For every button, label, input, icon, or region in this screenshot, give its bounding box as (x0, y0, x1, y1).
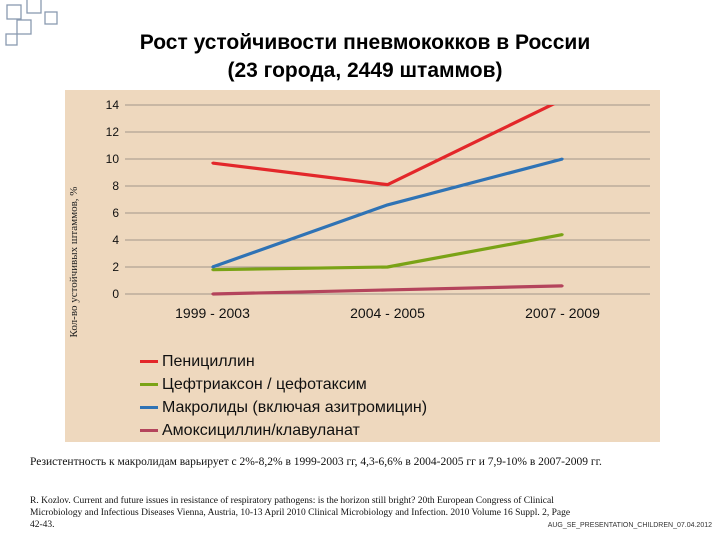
legend-label-ceftriaxone: Цефтриаксон / цефотаксим (162, 375, 367, 393)
legend-swatch-ceftriaxone (140, 383, 158, 386)
chart-title: Рост устойчивости пневмококков в России (139, 31, 591, 54)
legend-item-penicillin: Пенициллин (140, 350, 427, 373)
legend-swatch-penicillin (140, 360, 158, 363)
series-1-point-1 (386, 265, 389, 269)
legend-item-macrolides: Макролиды (включая азитромицин) (140, 396, 427, 419)
y-tick-label-2: 2 (112, 260, 119, 274)
y-tick-label-0: 0 (112, 287, 119, 301)
series-1-point-0 (211, 268, 214, 271)
series-2-point-0 (211, 265, 214, 269)
reference-line-3: 42-43. (30, 520, 55, 530)
plot-area: 0 2 4 6 8 10 12 14 1999 - 2003 2004 - 2005 2007 -… (65, 90, 660, 442)
decorative-squares (5, 0, 58, 46)
legend-swatch-amoxicillin (140, 429, 158, 432)
series-1-point-2 (561, 233, 564, 236)
y-tick-label-14: 14 (106, 98, 120, 112)
reference-line-2: Microbiology and Infectious Diseases Vie… (30, 508, 571, 518)
series-0-point-1 (386, 183, 389, 186)
reference: R. Kozlov. Current and future issues in … (30, 495, 710, 531)
legend-label-amoxicillin: Амоксициллин/клавуланат (162, 421, 360, 439)
chart-subtitle: (23 города, 2449 штаммов) (227, 59, 503, 82)
reference-line-1: R. Kozlov. Current and future issues in … (30, 496, 554, 506)
legend-label-macrolides: Макролиды (включая азитромицин) (162, 398, 428, 416)
legend: Пенициллин Цефтриаксон / цефотаксим Макр… (140, 350, 427, 442)
resistance-note: Резистентность к макролидам варьирует с … (30, 456, 602, 468)
series-3-point-0 (211, 292, 214, 296)
legend-item-ceftriaxone: Цефтриаксон / цефотаксим (140, 373, 427, 396)
x-tick-label-0: 1999 - 2003 (175, 305, 250, 321)
series-0-point-0 (211, 161, 214, 165)
series-3-point-1 (386, 288, 389, 292)
legend-label-penicillin: Пенициллин (162, 352, 255, 370)
series-2-point-1 (386, 203, 389, 207)
footer-tag: AUG_SE_PRESENTATION_CHILDREN_07.04.2012 (547, 522, 712, 529)
legend-swatch-macrolides (140, 406, 158, 409)
y-tick-label-4: 4 (112, 233, 119, 247)
series-2-point-2 (561, 157, 564, 161)
series-0-point-2 (561, 98, 563, 100)
y-tick-label-12: 12 (106, 125, 120, 139)
y-tick-label-6: 6 (112, 206, 119, 220)
chart-canvas: 0 2 4 6 8 10 12 14 1999 - 2003 2004 - 2005 2007 -… (106, 98, 650, 321)
y-tick-label-8: 8 (112, 179, 119, 193)
series-3-point-2 (561, 284, 564, 288)
y-tick-label-10: 10 (106, 152, 120, 166)
legend-item-amoxicillin: Амоксициллин/клавуланат (140, 419, 427, 442)
y-axis-label: Кол-во устойчивых штаммов, % (68, 186, 80, 338)
x-tick-label-2: 2007 - 2009 (525, 305, 600, 321)
x-tick-label-1: 2004 - 2005 (350, 305, 425, 321)
